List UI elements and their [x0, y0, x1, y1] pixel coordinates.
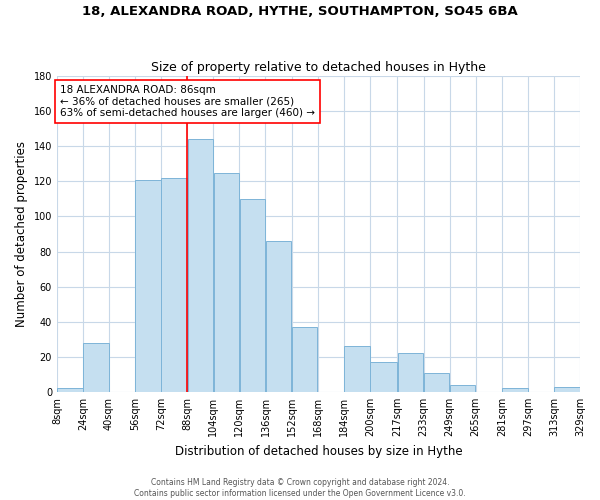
Bar: [424, 372, 449, 392]
Bar: [398, 354, 424, 392]
Bar: [188, 139, 213, 392]
Bar: [370, 362, 397, 392]
Bar: [136, 180, 161, 392]
Bar: [344, 346, 370, 392]
Bar: [554, 386, 580, 392]
Bar: [161, 178, 187, 392]
Bar: [502, 388, 527, 392]
Text: Contains HM Land Registry data © Crown copyright and database right 2024.
Contai: Contains HM Land Registry data © Crown c…: [134, 478, 466, 498]
Y-axis label: Number of detached properties: Number of detached properties: [15, 141, 28, 327]
X-axis label: Distribution of detached houses by size in Hythe: Distribution of detached houses by size …: [175, 444, 462, 458]
Bar: [266, 241, 292, 392]
Bar: [57, 388, 83, 392]
Title: Size of property relative to detached houses in Hythe: Size of property relative to detached ho…: [151, 60, 486, 74]
Text: 18 ALEXANDRA ROAD: 86sqm
← 36% of detached houses are smaller (265)
63% of semi-: 18 ALEXANDRA ROAD: 86sqm ← 36% of detach…: [60, 85, 315, 118]
Bar: [292, 327, 317, 392]
Bar: [214, 172, 239, 392]
Text: 18, ALEXANDRA ROAD, HYTHE, SOUTHAMPTON, SO45 6BA: 18, ALEXANDRA ROAD, HYTHE, SOUTHAMPTON, …: [82, 5, 518, 18]
Bar: [450, 385, 475, 392]
Bar: [83, 343, 109, 392]
Bar: [239, 199, 265, 392]
